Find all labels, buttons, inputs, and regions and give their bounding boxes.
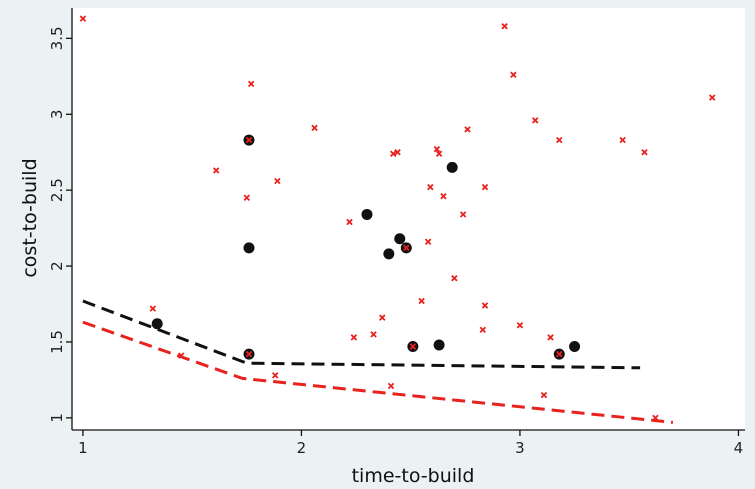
data-point-x bbox=[387, 382, 395, 390]
data-point-x bbox=[212, 167, 220, 174]
data-point-x bbox=[149, 305, 157, 312]
data-point-x bbox=[479, 326, 487, 334]
data-point-x bbox=[350, 334, 358, 341]
data-point-dot bbox=[243, 242, 255, 254]
data-point-x bbox=[389, 150, 397, 157]
data-point-x bbox=[516, 322, 524, 329]
data-point-x bbox=[271, 372, 279, 379]
data-point-x bbox=[556, 350, 563, 358]
data-point-x bbox=[403, 244, 410, 252]
data-point-dot bbox=[151, 318, 163, 330]
data-point-x bbox=[531, 117, 539, 124]
data-point-x bbox=[481, 183, 489, 191]
data-point-dot bbox=[446, 161, 458, 173]
data-point-x bbox=[274, 177, 281, 185]
y-tick-label: 2 bbox=[48, 261, 66, 271]
dashed-line-2 bbox=[82, 320, 674, 424]
data-point-x bbox=[379, 314, 386, 321]
data-point-x bbox=[481, 302, 489, 309]
data-point-x bbox=[311, 124, 318, 132]
y-tick-label: 1.5 bbox=[48, 330, 66, 354]
data-point-x bbox=[79, 15, 87, 22]
data-point-x bbox=[440, 192, 447, 200]
data-point-x bbox=[427, 183, 434, 191]
data-point-dot bbox=[383, 248, 395, 260]
data-point-dot bbox=[361, 208, 373, 220]
data-point-x bbox=[708, 94, 716, 101]
y-tick-label: 3 bbox=[48, 110, 66, 120]
data-point-x bbox=[346, 218, 353, 226]
plot-layer bbox=[79, 15, 716, 424]
data-point-x bbox=[245, 350, 253, 358]
data-point-dot bbox=[569, 341, 581, 353]
data-point-dot bbox=[394, 233, 406, 245]
y-axis-label: cost-to-build bbox=[19, 158, 41, 277]
x-tick-label: 4 bbox=[734, 439, 744, 457]
data-point-x bbox=[394, 148, 401, 156]
data-point-x bbox=[418, 297, 425, 305]
data-point-x bbox=[243, 194, 251, 201]
data-point-x bbox=[547, 334, 554, 341]
data-point-x bbox=[464, 126, 471, 133]
data-point-dot bbox=[433, 339, 445, 351]
x-tick-label: 3 bbox=[515, 439, 525, 457]
x-tick-label: 1 bbox=[78, 439, 88, 457]
data-point-x bbox=[424, 238, 432, 246]
data-point-x bbox=[619, 136, 626, 144]
data-point-x bbox=[247, 80, 255, 88]
data-point-x bbox=[641, 148, 648, 156]
y-tick-label: 2.5 bbox=[48, 178, 66, 202]
data-point-x bbox=[459, 211, 467, 218]
data-point-x bbox=[245, 136, 253, 144]
data-point-x bbox=[178, 352, 185, 359]
data-point-x bbox=[370, 331, 377, 338]
y-tick-label: 3.5 bbox=[48, 26, 66, 50]
data-point-x bbox=[510, 71, 517, 79]
y-tick-label: 1 bbox=[48, 413, 66, 423]
data-point-x bbox=[540, 391, 548, 399]
data-point-x bbox=[409, 343, 417, 350]
axes: 1 2 3 4 1 1.5 2 2.5 3 3.5 bbox=[48, 8, 745, 457]
data-point-x bbox=[435, 150, 443, 157]
data-point-x bbox=[556, 136, 563, 144]
data-point-x bbox=[652, 414, 659, 422]
x-tick-label: 2 bbox=[297, 439, 307, 457]
data-point-x bbox=[433, 145, 441, 153]
x-axis-label: time-to-build bbox=[352, 465, 475, 487]
data-point-x bbox=[501, 22, 508, 30]
plot-area bbox=[72, 8, 745, 430]
data-point-x bbox=[451, 274, 458, 282]
